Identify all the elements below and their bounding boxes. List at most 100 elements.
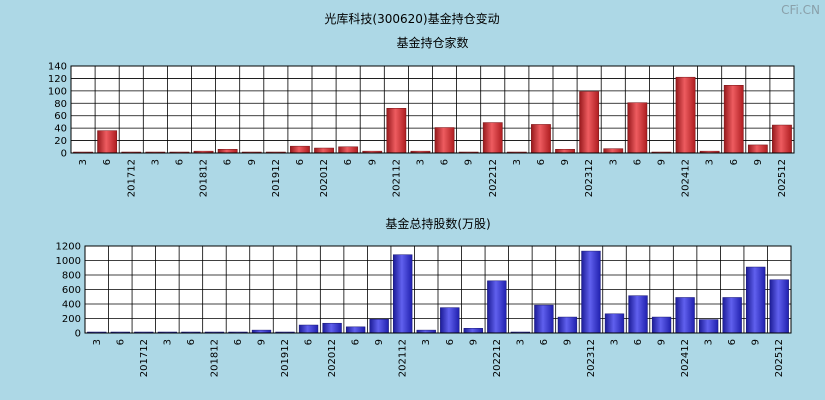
bar	[557, 316, 578, 334]
bar	[772, 124, 792, 154]
y-tick-label: 1000	[56, 256, 81, 267]
watermark: CFi.CN	[781, 3, 820, 17]
x-tick-label: 6	[729, 159, 740, 165]
y-tick-label: 120	[48, 74, 67, 85]
x-tick-label: 9	[657, 339, 668, 345]
x-tick-label: 9	[562, 339, 573, 345]
x-tick-label: 3	[610, 339, 621, 345]
bar	[314, 147, 334, 154]
x-tick-label: 201712	[126, 159, 137, 197]
x-tick-label: 6	[536, 159, 547, 165]
x-tick-label: 6	[343, 159, 354, 165]
bar	[722, 297, 742, 334]
x-tick-label: 6	[440, 159, 451, 165]
y-tick-label: 140	[48, 62, 67, 73]
y-tick-label: 400	[62, 300, 81, 311]
bar	[555, 149, 575, 154]
bar	[97, 130, 118, 154]
bar	[386, 108, 407, 154]
x-tick-label: 202412	[680, 339, 691, 377]
bar	[769, 279, 789, 334]
x-tick-label: 6	[102, 159, 113, 165]
plot-frame	[70, 65, 795, 154]
x-tick-label: 3	[162, 339, 173, 345]
x-tick-label: 6	[295, 159, 306, 165]
x-tick-label: 3	[92, 339, 103, 345]
bar	[628, 295, 648, 334]
x-tick-label: 202212	[492, 339, 503, 377]
x-tick-label: 3	[415, 159, 426, 165]
x-tick-label: 9	[560, 159, 571, 165]
x-tick-label: 201912	[271, 159, 282, 197]
x-tick-label: 202512	[777, 159, 788, 197]
x-tick-label: 202112	[391, 159, 402, 197]
x-tick-label: 9	[374, 339, 385, 345]
x-tick-label: 201912	[280, 339, 291, 377]
y-tick-label: 200	[62, 314, 81, 325]
x-tick-label: 9	[656, 159, 667, 165]
bar	[487, 280, 507, 334]
bar	[463, 328, 483, 334]
x-tick-label: 201712	[139, 339, 150, 377]
y-tick-label: 0	[61, 149, 67, 160]
bar	[581, 250, 601, 334]
x-tick-label: 3	[608, 159, 619, 165]
x-tick-label: 202012	[319, 159, 330, 197]
x-tick-label: 3	[421, 339, 432, 345]
y-tick-label: 40	[54, 124, 67, 135]
x-tick-label: 6	[351, 339, 362, 345]
x-tick-label: 6	[304, 339, 315, 345]
x-tick-label: 202212	[488, 159, 499, 197]
bar	[627, 102, 648, 154]
chart-title: 基金总持股数(万股)	[385, 216, 490, 231]
x-tick-label: 3	[704, 339, 715, 345]
chart-title: 基金持仓家数	[396, 35, 468, 50]
x-tick-label: 9	[367, 159, 378, 165]
bar	[747, 144, 768, 154]
bar	[723, 85, 744, 154]
x-tick-label: 9	[257, 339, 268, 345]
x-tick-label: 6	[633, 339, 644, 345]
bar	[675, 76, 696, 154]
bar	[482, 122, 503, 154]
bar	[298, 324, 319, 334]
bar	[531, 124, 551, 154]
bar	[604, 313, 625, 334]
x-tick-label: 3	[515, 339, 526, 345]
x-tick-label: 3	[78, 159, 89, 165]
x-tick-label: 201812	[209, 339, 220, 377]
x-tick-label: 3	[512, 159, 523, 165]
bar	[217, 149, 238, 154]
bar	[434, 127, 455, 154]
x-tick-label: 9	[247, 159, 258, 165]
x-tick-label: 201812	[199, 159, 210, 197]
x-tick-label: 9	[753, 159, 764, 165]
y-tick-label: 100	[48, 86, 67, 97]
bar	[651, 316, 672, 334]
y-tick-label: 20	[54, 136, 67, 147]
x-tick-label: 3	[705, 159, 716, 165]
bar	[675, 297, 695, 334]
x-tick-label: 202012	[327, 339, 338, 377]
x-tick-label: 6	[233, 339, 244, 345]
x-tick-label: 6	[445, 339, 456, 345]
bar	[746, 266, 766, 334]
bar	[440, 307, 460, 334]
x-tick-label: 6	[539, 339, 550, 345]
bar	[534, 304, 554, 334]
total-shares-panel: 基金总持股数(万股) 0 200 400 600 800 1000 1200 3 6 201712 3…	[56, 216, 792, 377]
x-tick-label: 9	[468, 339, 479, 345]
page-title: 光库科技(300620)基金持仓变动	[324, 11, 499, 26]
x-tick-label: 6	[727, 339, 738, 345]
x-tick-label: 6	[115, 339, 126, 345]
bar	[290, 145, 310, 154]
bar	[322, 322, 342, 334]
x-tick-label: 9	[464, 159, 475, 165]
y-tick-label: 60	[54, 111, 67, 122]
x-tick-label: 202312	[586, 339, 597, 377]
x-tick-label: 6	[223, 159, 234, 165]
x-tick-label: 202112	[398, 339, 409, 377]
y-tick-label: 1200	[56, 242, 81, 253]
y-tick-label: 800	[62, 271, 81, 282]
